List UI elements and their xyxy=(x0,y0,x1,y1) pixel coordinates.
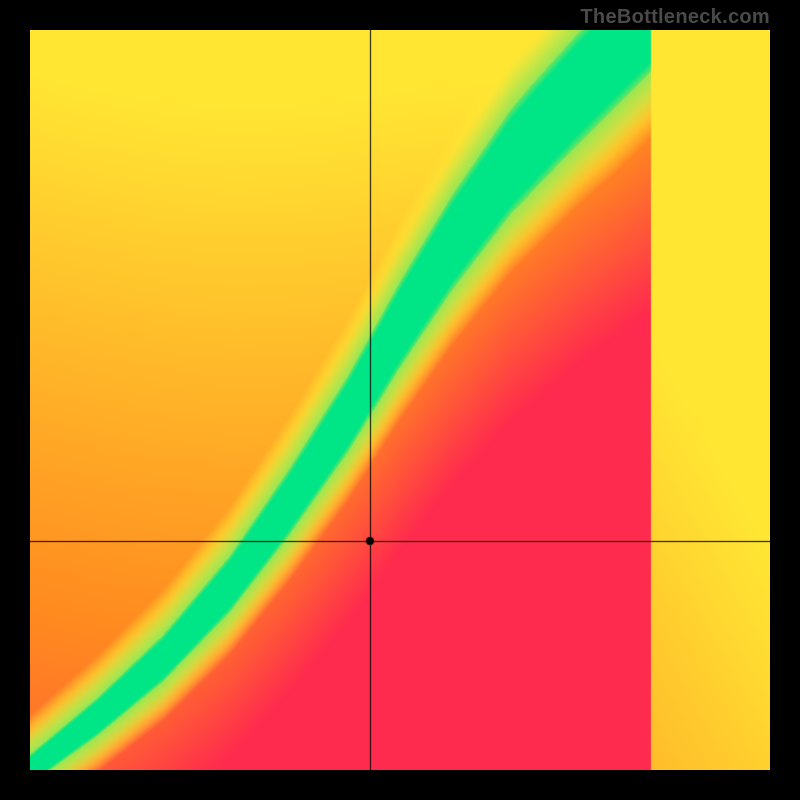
watermark-text: TheBottleneck.com xyxy=(580,6,770,29)
chart-container: TheBottleneck.com xyxy=(0,0,800,800)
heatmap-canvas xyxy=(30,30,770,770)
